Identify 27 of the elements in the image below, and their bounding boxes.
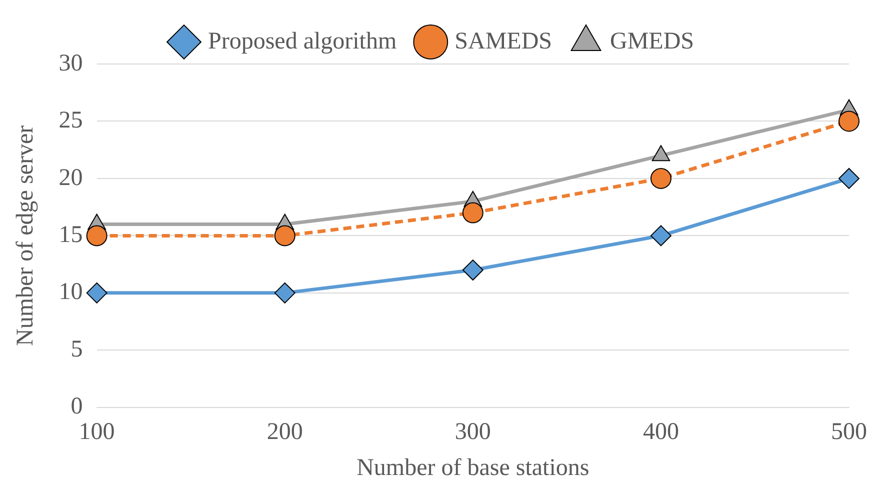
y-tick-label: 20 [58,164,83,191]
x-tick-label: 200 [266,419,303,446]
x-axis-title: Number of base stations [356,454,590,481]
y-axis-title: Number of edge server [12,125,39,346]
point [650,168,672,189]
point [838,168,860,189]
point [650,225,672,246]
x-tick-label: 500 [831,419,867,446]
point [462,260,484,281]
point [274,282,296,304]
x-tick-label: 300 [454,419,491,446]
point [462,202,484,224]
y-tick-label: 25 [58,108,83,134]
legend-label: SAMEDS [454,28,552,54]
y-tick-label: 0 [70,394,83,420]
x-tick-label: 400 [642,419,679,446]
y-tick-label: 30 [58,50,83,76]
y-tick-label: 5 [70,336,83,362]
y-tick-label: 15 [58,222,83,248]
point [86,225,108,246]
point [274,225,296,246]
y-tick-label: 10 [58,279,83,306]
point [838,110,860,132]
point [86,282,108,304]
legend-label: GMEDS [610,28,694,54]
x-tick-label: 100 [78,419,115,446]
legend-label: Proposed algorithm [208,28,397,54]
